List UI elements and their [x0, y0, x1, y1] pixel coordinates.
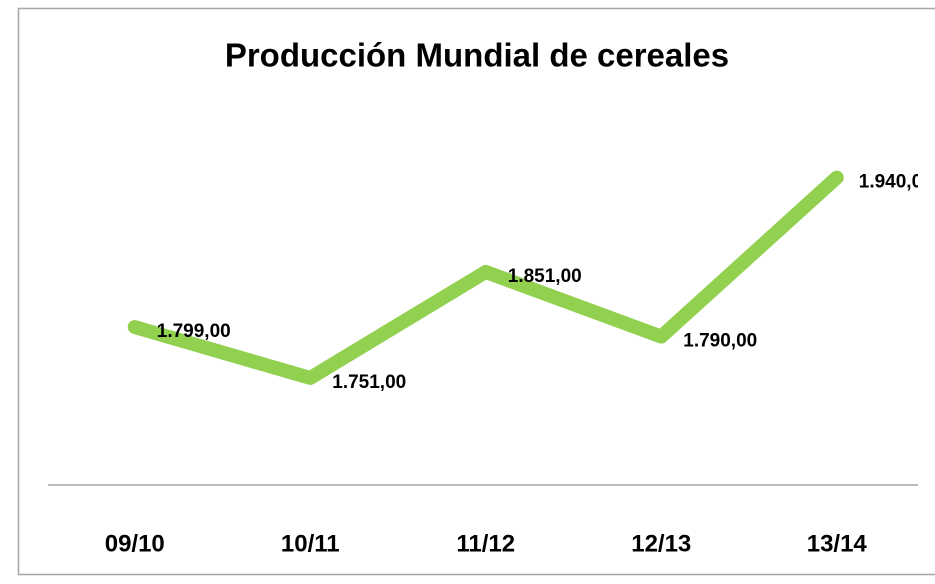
- chart-border: [17, 7, 935, 576]
- data-label: 1.751,00: [332, 372, 406, 393]
- chart-title: Producción Mundial de cereales: [225, 37, 729, 74]
- x-tick-label: 10/11: [281, 530, 340, 557]
- x-tick-label: 11/12: [456, 530, 515, 557]
- data-label: 1.851,00: [508, 266, 582, 287]
- data-label: 1.940,00: [859, 172, 933, 193]
- x-tick-label: 09/10: [105, 530, 165, 557]
- data-label: 1.790,00: [683, 331, 757, 352]
- plot-area: 1.799,00 1.751,00 1.851,00 1.790,00 1.940,00: [127, 170, 933, 393]
- data-label: 1.799,00: [157, 321, 231, 342]
- x-tick-label: 13/14: [807, 530, 868, 557]
- line: [127, 170, 844, 385]
- x-tick-label: 12/13: [631, 530, 691, 557]
